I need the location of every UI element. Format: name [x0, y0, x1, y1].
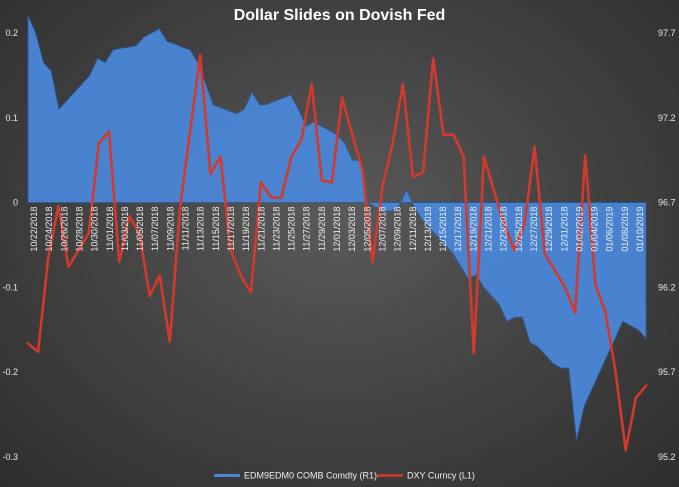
x-axis-tick-label: 11/21/2018: [256, 207, 266, 251]
x-axis-tick-label: 11/29/2018: [317, 207, 327, 251]
x-axis-tick-label: 12/05/2018: [362, 207, 372, 252]
legend-label-line: DXY Curncy (L1): [407, 471, 475, 481]
x-axis-tick-label: 01/02/2019: [574, 207, 584, 252]
x-axis-tick-label: 01/06/2019: [605, 207, 615, 252]
left-axis-tick-label: -0.3: [2, 452, 18, 462]
right-axis-tick-label: 96.2: [658, 282, 676, 292]
x-axis-tick-label: 12/13/2018: [423, 207, 433, 252]
x-axis-tick-label: 01/10/2019: [635, 207, 645, 252]
x-axis-tick-label: 12/31/2018: [559, 207, 569, 252]
x-axis-tick-label: 10/22/2018: [29, 207, 39, 252]
x-axis-tick-label: 12/03/2018: [347, 207, 357, 252]
left-axis-tick-label: 0: [13, 198, 18, 208]
right-axis-tick-label: 95.2: [658, 452, 676, 462]
x-axis-tick-label: 11/01/2018: [105, 207, 115, 251]
x-axis-tick-label: 10/26/2018: [59, 207, 69, 252]
x-axis-tick-label: 11/27/2018: [302, 207, 312, 251]
x-axis-tick-label: 12/27/2018: [529, 207, 539, 252]
x-axis-tick-label: 12/23/2018: [499, 207, 509, 252]
chart-title: Dollar Slides on Dovish Fed: [234, 7, 446, 24]
area-series-layer: [27, 15, 647, 441]
left-axis-tick-label: -0.2: [2, 367, 18, 377]
x-axis-tick-label: 12/25/2018: [514, 207, 524, 252]
x-axis-tick-label: 11/11/2018: [181, 207, 191, 251]
right-axis: 97.7 97.2 96.7 96.2 95.7 95.2: [658, 28, 676, 462]
x-axis-tick-label: 12/01/2018: [332, 207, 342, 252]
x-axis-tick-label: 11/17/2018: [226, 207, 236, 251]
x-axis-tick-label: 11/07/2018: [150, 207, 160, 251]
x-axis-tick-label: 11/25/2018: [287, 207, 297, 251]
line-series-dxy: [26, 53, 648, 452]
legend-swatch-area: [214, 474, 240, 477]
area-series-edm-spread: [27, 15, 647, 441]
x-axis-tick-label: 12/11/2018: [408, 207, 418, 251]
x-axis-tick-label: 11/13/2018: [196, 207, 206, 251]
chart-legend: EDM9EDM0 COMB Comdty (R1) DXY Curncy (L1…: [214, 471, 475, 481]
right-axis-tick-label: 97.2: [658, 113, 676, 123]
x-axis-tick-label: 01/04/2019: [590, 207, 600, 252]
line-series-layer: [26, 53, 648, 452]
x-axis: 10/22/2018 10/24/2018 10/26/2018 10/28/2018…: [29, 207, 645, 252]
x-axis-tick-label: 10/30/2018: [90, 207, 100, 252]
left-axis: 0.2 0.1 0 -0.1 -0.2 -0.3: [2, 28, 18, 462]
x-axis-tick-label: 12/29/2018: [544, 207, 554, 252]
legend-label-area: EDM9EDM0 COMB Comdty (R1): [244, 471, 377, 481]
x-axis-tick-label: 01/08/2019: [620, 207, 630, 252]
x-axis-tick-label: 12/17/2018: [453, 207, 463, 252]
x-axis-tick-label: 11/09/2018: [165, 207, 175, 251]
x-axis-tick-label: 11/03/2018: [120, 207, 130, 251]
left-axis-tick-label: 0.2: [5, 28, 18, 38]
x-axis-tick-label: 12/07/2018: [377, 207, 387, 252]
x-axis-tick-label: 12/09/2018: [393, 207, 403, 252]
x-axis-tick-label: 11/05/2018: [135, 207, 145, 251]
left-axis-tick-label: -0.1: [2, 282, 18, 292]
x-axis-tick-label: 11/15/2018: [211, 207, 221, 251]
x-axis-tick-label: 11/19/2018: [241, 207, 251, 251]
right-axis-tick-label: 97.7: [658, 28, 676, 38]
right-axis-tick-label: 96.7: [658, 198, 676, 208]
x-axis-tick-label: 11/23/2018: [271, 207, 281, 251]
x-axis-tick-label: 10/28/2018: [75, 207, 85, 252]
right-axis-tick-label: 95.7: [658, 367, 676, 377]
x-axis-tick-label: 12/21/2018: [484, 207, 494, 252]
x-axis-tick-label: 10/24/2018: [44, 207, 54, 252]
x-axis-tick-label: 12/15/2018: [438, 207, 448, 252]
x-axis-tick-label: 12/19/2018: [468, 207, 478, 252]
left-axis-tick-label: 0.1: [5, 113, 18, 123]
